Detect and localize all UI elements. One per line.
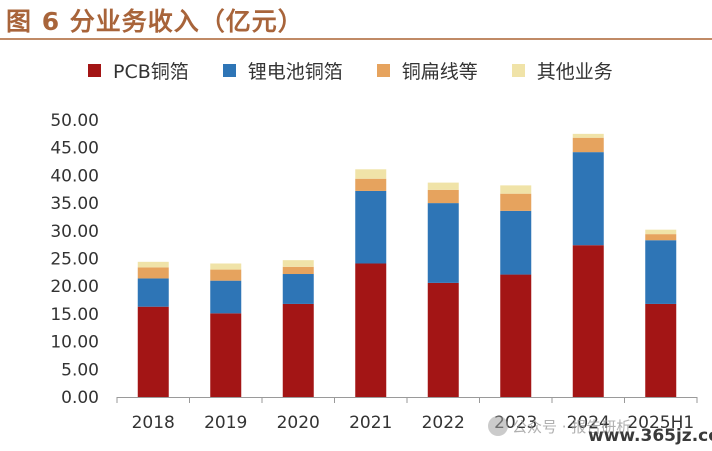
bar-segment-2019-- [210, 280, 242, 314]
y-tick-label: 45.00 [50, 139, 99, 159]
bar-segment-2018-pcb- [137, 306, 169, 397]
y-tick-label: 50.00 [50, 111, 99, 131]
y-tick-label: 15.00 [50, 305, 99, 325]
bar-segment-2022-- [427, 182, 459, 190]
bar-segment-2020-pcb- [282, 303, 314, 397]
x-tick-label: 2018 [132, 413, 175, 433]
x-tick-label: 2019 [204, 413, 247, 433]
legend-swatch-lithium [222, 63, 236, 77]
bar-segment-2024-- [572, 137, 604, 153]
y-tick-label: 40.00 [50, 166, 99, 186]
bar-segment-2019-- [210, 263, 242, 270]
x-axis-ticks: 2018 2019 2020 2021 2022 2023 2024 2025H1 [116, 397, 698, 433]
bar-segment-2024-- [572, 133, 604, 138]
y-tick-label: 0.00 [61, 388, 99, 408]
bar-segment-2025h1-- [645, 229, 677, 235]
y-tick-label: 30.00 [50, 222, 99, 242]
legend-label-flat-wire: 铜扁线等 [401, 60, 478, 83]
bar-segment-2021-- [355, 169, 387, 179]
bar-segment-2018-- [137, 261, 169, 268]
legend-label-lithium: 锂电池铜箔 [247, 60, 343, 83]
x-tick-label: 2025H1 [627, 413, 694, 433]
chart-legend: PCB铜箔 锂电池铜箔 铜扁线等 其他业务 [88, 55, 647, 85]
title-divider [0, 38, 712, 40]
bar-segment-2021-pcb- [355, 263, 387, 397]
y-tick-label: 35.00 [50, 194, 99, 214]
bar-segment-2022-- [427, 189, 459, 204]
legend-label-other: 其他业务 [536, 60, 613, 83]
legend-label-pcb: PCB铜箔 [113, 60, 189, 83]
bar-segment-2023-- [500, 210, 532, 275]
bar-segment-2024-pcb- [572, 245, 604, 397]
legend-swatch-pcb [88, 63, 101, 77]
bar-segment-2020-- [282, 274, 314, 304]
y-axis-ticks: 0.00 5.00 10.00 15.00 20.00 25.00 30.00 35.00 40… [50, 111, 99, 408]
bar-segment-2021-- [355, 190, 387, 264]
bar-segment-2023-pcb- [500, 274, 532, 397]
x-tick-label: 2021 [349, 413, 392, 433]
legend-swatch-flat-wire [376, 63, 390, 77]
x-tick-label: 2024 [567, 413, 610, 433]
bar-segment-2022-pcb- [427, 282, 459, 397]
bar-segment-2019-- [210, 269, 242, 281]
legend-item-pcb: PCB铜箔 [88, 57, 189, 84]
bar-segment-2025h1-pcb- [645, 303, 677, 397]
y-tick-label: 10.00 [50, 333, 99, 353]
legend-swatch-other [511, 63, 525, 77]
y-tick-label: 25.00 [50, 250, 99, 270]
bar-segment-2023-- [500, 185, 532, 194]
watermark: 公众号 · 报告研析 www.365jz.com [482, 410, 712, 446]
watermark-text: 公众号 · 报告研析 [512, 418, 632, 436]
bar-segment-2019-pcb- [210, 313, 242, 397]
bar-segment-2023-- [500, 193, 532, 211]
bar-segment-2025h1-- [645, 240, 677, 304]
bar-segment-2018-- [137, 278, 169, 307]
x-tick-label: 2022 [422, 413, 465, 433]
bar-segment-2018-- [137, 267, 169, 279]
legend-item-lithium: 锂电池铜箔 [222, 57, 343, 84]
bar-segment-2020-- [282, 260, 314, 267]
bar-segment-2021-- [355, 178, 387, 191]
y-tick-label: 20.00 [50, 277, 99, 297]
bar-segment-2020-- [282, 266, 314, 275]
legend-item-other: 其他业务 [511, 57, 613, 84]
y-tick-label: 5.00 [61, 360, 99, 380]
legend-item-flat-wire: 铜扁线等 [376, 57, 478, 84]
chart-title: 图 6 分业务收入（亿元） [6, 7, 304, 36]
wechat-icon [488, 416, 508, 436]
bar-segment-2024-- [572, 152, 604, 246]
watermark-site: www.365jz.com [588, 426, 712, 446]
bar-segment-2025h1-- [645, 234, 677, 241]
bar-segment-2022-- [427, 203, 459, 283]
bar-stacks [137, 133, 677, 397]
x-tick-label: 2020 [277, 413, 320, 433]
